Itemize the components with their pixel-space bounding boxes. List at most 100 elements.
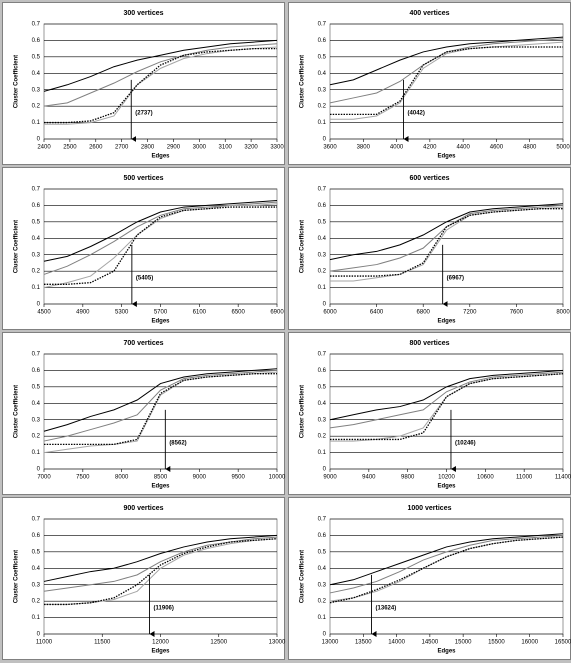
y-tick-label: 0.1 — [32, 285, 41, 291]
x-tick-label: 12000 — [152, 640, 169, 646]
series-line — [330, 41, 564, 120]
x-tick-label: 3000 — [193, 145, 207, 151]
y-tick-label: 0.1 — [32, 450, 41, 456]
x-tick-label: 11500 — [94, 640, 111, 646]
x-tick-label: 9000 — [323, 475, 337, 481]
annotation-label: (13624) — [376, 605, 397, 611]
y-tick-label: 0.7 — [318, 352, 327, 358]
x-tick-label: 3600 — [323, 145, 337, 151]
annotation-label: (8562) — [169, 440, 186, 446]
x-tick-label: 13000 — [269, 640, 286, 646]
y-axis-label: Cluster Coefficient — [14, 550, 20, 603]
y-tick-label: 0.1 — [32, 120, 41, 126]
y-tick-label: 0.7 — [318, 187, 327, 193]
series-line — [44, 47, 277, 124]
y-tick-label: 0.4 — [32, 401, 41, 407]
chart-panel: 600 vertices 0 0.1 0.2 0.3 0.4 0.5 0.6 0.7 6000 64… — [288, 167, 571, 330]
y-tick-label: 0.5 — [318, 384, 327, 390]
y-tick-label: 0.2 — [32, 104, 41, 110]
y-tick-label: 0.7 — [32, 22, 41, 28]
y-tick-label: 0.1 — [32, 615, 41, 621]
y-tick-label: 0 — [323, 302, 327, 308]
series-line — [43, 534, 278, 582]
x-axis-label: Edges — [437, 154, 456, 160]
x-tick-label: 9500 — [231, 475, 245, 481]
x-axis-label: Edges — [437, 319, 456, 325]
y-tick-label: 0.7 — [318, 22, 327, 28]
x-tick-label: 3100 — [219, 145, 233, 151]
annotation-label: (2737) — [135, 110, 152, 116]
x-tick-label: 4200 — [423, 145, 437, 151]
series-line — [44, 206, 277, 285]
y-tick-label: 0 — [323, 467, 327, 473]
chart-title: 400 vertices — [409, 10, 449, 17]
x-axis-label: Edges — [437, 484, 456, 490]
y-tick-label: 0 — [37, 137, 41, 143]
x-tick-label: 15000 — [455, 640, 472, 646]
y-tick-label: 0.3 — [32, 582, 41, 588]
series-line — [329, 203, 564, 261]
y-tick-label: 0.3 — [32, 87, 41, 93]
y-tick-label: 0.4 — [318, 566, 327, 572]
y-tick-label: 0.5 — [318, 219, 327, 225]
y-tick-label: 0.2 — [318, 434, 327, 440]
y-tick-label: 0 — [37, 302, 41, 308]
y-axis-label: Cluster Coefficient — [14, 55, 20, 108]
x-tick-label: 4800 — [523, 145, 537, 151]
y-tick-label: 0.6 — [318, 368, 327, 374]
y-tick-label: 0 — [37, 467, 41, 473]
y-tick-label: 0.7 — [32, 187, 41, 193]
y-tick-label: 0.3 — [32, 252, 41, 258]
x-tick-label: 16500 — [555, 640, 571, 646]
chart-title: 300 vertices — [123, 10, 163, 17]
x-tick-label: 3800 — [357, 145, 371, 151]
x-tick-label: 4600 — [490, 145, 504, 151]
series-line — [329, 533, 564, 586]
x-tick-label: 14000 — [388, 640, 405, 646]
x-tick-label: 9400 — [362, 475, 376, 481]
x-tick-label: 16000 — [521, 640, 538, 646]
y-tick-label: 0.3 — [318, 87, 327, 93]
x-tick-label: 2400 — [37, 145, 51, 151]
y-tick-label: 0 — [323, 632, 327, 638]
y-tick-label: 0.6 — [32, 203, 41, 209]
x-tick-label: 6100 — [193, 310, 207, 316]
series-line — [43, 536, 278, 592]
x-tick-label: 11000 — [36, 640, 53, 646]
chart-title: 500 vertices — [123, 175, 163, 182]
x-tick-label: 11400 — [555, 475, 571, 481]
x-tick-label: 4400 — [456, 145, 470, 151]
x-tick-label: 4500 — [37, 310, 51, 316]
x-tick-label: 7000 — [37, 475, 51, 481]
y-tick-label: 0.1 — [318, 120, 327, 126]
x-tick-label: 6900 — [270, 310, 284, 316]
y-tick-label: 0.2 — [318, 599, 327, 605]
x-tick-label: 13000 — [322, 640, 339, 646]
x-axis-label: Edges — [151, 319, 170, 325]
annotation-label: (10246) — [455, 440, 476, 446]
y-tick-label: 0.2 — [32, 599, 41, 605]
x-tick-label: 6500 — [231, 310, 245, 316]
series-line — [43, 201, 278, 275]
x-axis-label: Edges — [151, 649, 170, 655]
x-tick-label: 6000 — [323, 310, 337, 316]
x-tick-label: 8500 — [154, 475, 168, 481]
x-tick-label: 4000 — [390, 145, 404, 151]
series-line — [43, 368, 278, 432]
y-tick-label: 0.3 — [318, 252, 327, 258]
y-tick-label: 0.7 — [32, 517, 41, 523]
y-axis-label: Cluster Coefficient — [14, 385, 20, 438]
y-tick-label: 0.7 — [318, 517, 327, 523]
x-tick-label: 6800 — [417, 310, 431, 316]
chart-title: 600 vertices — [409, 175, 449, 182]
x-tick-label: 7200 — [463, 310, 477, 316]
x-axis-label: Edges — [151, 484, 170, 490]
x-tick-label: 12500 — [210, 640, 227, 646]
plot-area — [329, 353, 564, 470]
x-tick-label: 10200 — [438, 475, 455, 481]
series-line — [329, 536, 564, 604]
x-tick-label: 2700 — [115, 145, 129, 151]
x-tick-label: 8000 — [556, 310, 570, 316]
series-line — [329, 534, 564, 594]
